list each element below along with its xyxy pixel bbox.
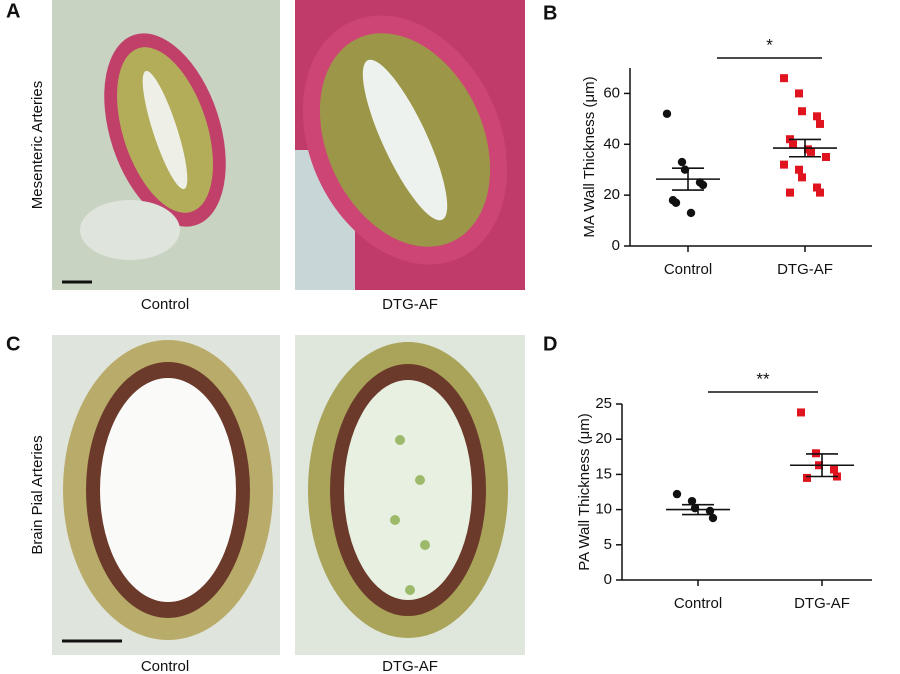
- y-tick-label: 20: [603, 186, 620, 203]
- data-point: [813, 112, 821, 121]
- image-caption: DTG-AF: [382, 658, 438, 674]
- image-caption: Control: [141, 296, 189, 313]
- data-point: [671, 198, 681, 207]
- y-tick-label: 15: [595, 465, 612, 482]
- panel-letter: D: [543, 333, 557, 355]
- data-point: [795, 89, 803, 98]
- y-tick-label: 20: [595, 430, 612, 447]
- y-tick-label: 25: [595, 395, 612, 412]
- x-tick-label: Control: [674, 595, 722, 612]
- data-point: [672, 489, 682, 499]
- data-point: [687, 496, 697, 506]
- y-tick-label: 60: [603, 84, 620, 101]
- data-point: [662, 109, 672, 118]
- micrograph: [295, 0, 525, 290]
- row-label: Brain Pial Arteries: [29, 435, 46, 554]
- micrograph: [295, 335, 525, 655]
- micrograph: [52, 0, 280, 290]
- data-point: [803, 473, 811, 482]
- y-tick-label: 0: [604, 571, 612, 588]
- y-axis-label: PA Wall Thickness (μm): [576, 413, 593, 571]
- y-tick-label: 5: [604, 536, 612, 553]
- data-point: [780, 160, 788, 169]
- data-point: [698, 180, 708, 190]
- significance-label: *: [766, 35, 773, 54]
- data-point: [797, 408, 805, 417]
- data-point: [822, 153, 830, 161]
- data-point: [786, 188, 794, 197]
- data-point: [780, 74, 788, 83]
- data-point: [708, 513, 718, 523]
- data-point: [795, 165, 803, 174]
- significance-label: **: [756, 369, 770, 388]
- data-point: [807, 147, 815, 156]
- x-tick-label: DTG-AF: [777, 261, 833, 278]
- data-point: [816, 119, 824, 128]
- x-tick-label: DTG-AF: [794, 595, 850, 612]
- image-caption: Control: [141, 658, 189, 674]
- data-point: [813, 183, 821, 192]
- y-tick-label: 0: [612, 237, 620, 254]
- panel-letter: C: [6, 333, 20, 355]
- panel-letter: A: [6, 0, 20, 22]
- y-tick-label: 10: [595, 501, 612, 518]
- data-point: [798, 173, 806, 182]
- row-label: Mesenteric Arteries: [29, 81, 46, 209]
- y-tick-label: 40: [603, 135, 620, 152]
- x-tick-label: Control: [664, 261, 712, 278]
- y-axis-label: MA Wall Thickness (μm): [581, 76, 598, 237]
- data-point: [798, 107, 806, 116]
- data-point: [677, 157, 687, 167]
- panel-letter: B: [543, 2, 557, 24]
- data-point: [789, 140, 797, 149]
- data-point: [830, 465, 838, 474]
- data-point: [686, 208, 696, 218]
- image-caption: DTG-AF: [382, 296, 438, 313]
- micrograph: [52, 335, 280, 655]
- data-point: [816, 188, 824, 197]
